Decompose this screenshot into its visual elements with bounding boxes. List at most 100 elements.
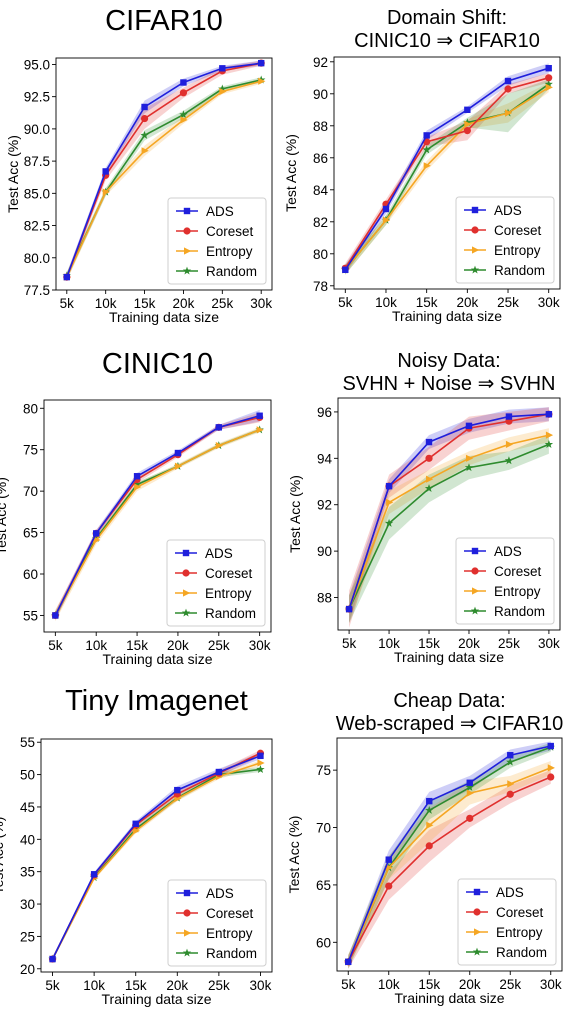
point-coreset-15k [425,454,433,462]
legend-label-random: Random [494,263,545,278]
point-entropy-15k [426,475,434,483]
x-tick-label: 25k [498,636,520,651]
point-entropy-25k [215,441,223,450]
point-ads-20k [464,106,471,113]
point-coreset-20k [179,89,188,97]
legend: ADS Coreset Entropy Random [457,878,557,966]
y-tick-label: 60 [23,567,38,582]
y-tick-label: 82.5 [24,219,50,234]
point-entropy-20k [465,454,474,462]
legend-box [455,196,555,284]
y-tick-label: 70 [23,484,38,499]
x-tick-label: 25k [208,638,230,653]
legend-marker-random [181,608,191,617]
point-entropy-20k [180,116,188,124]
legend-marker-coreset [471,567,479,575]
legend-label-random: Random [494,604,545,619]
legend-label-coreset: Coreset [205,566,253,581]
legend-marker-random [182,948,192,957]
y-tick-label: 50 [20,768,35,783]
point-entropy-15k [141,147,149,155]
point-ads-20k [174,449,182,457]
x-axis-label: Training data size [102,991,212,1007]
x-axis-label: Training data size [392,308,502,324]
legend-label-entropy: Entropy [496,925,543,940]
point-ads-25k [505,413,513,420]
y-tick-label: 65 [23,526,38,541]
point-entropy-20k [464,120,472,128]
y-tick-label: 65 [316,878,331,893]
y-tick-label: 20 [20,962,35,977]
point-entropy-25k [505,440,514,448]
y-axis-label: Test Acc (%) [0,477,9,555]
x-axis-label: Training data size [103,651,213,667]
series-line-entropy [348,434,550,610]
chart-title: Domain Shift: [387,7,507,29]
point-ads-20k [174,786,181,794]
x-tick-label: 20k [173,296,195,311]
point-ads-30k [257,752,264,760]
chart-title: Cheap Data: [393,690,505,712]
x-axis-label: Training data size [109,309,219,325]
point-entropy-15k [423,162,431,170]
legend-marker-ads [183,207,191,215]
point-coreset-30k [545,74,553,82]
legend-label-entropy: Entropy [206,926,253,941]
y-tick-label: 92 [317,498,332,513]
x-tick-label: 5k [48,638,63,653]
point-ads-15k [132,820,139,827]
legend-marker-ads [471,206,479,214]
point-entropy-30k [545,431,554,439]
point-random-30k [544,440,554,448]
x-tick-label: 20k [167,638,189,653]
series-line-coreset [344,77,549,269]
x-tick-label: 5k [60,296,75,311]
point-entropy-10k [386,498,394,506]
x-tick-label: 20k [458,636,480,651]
x-tick-label: 10k [83,978,105,993]
point-entropy-25k [507,780,515,788]
x-tick-label: 10k [85,638,107,653]
y-axis-label: Test Acc (%) [287,475,303,553]
x-tick-label: 5k [338,295,353,310]
x-tick-label: 10k [375,295,397,310]
x-tick-label: 20k [166,978,188,993]
legend-marker-ads [182,549,190,557]
legend-marker-entropy [184,247,192,255]
series-line-entropy [344,86,550,271]
y-tick-label: 86 [313,151,328,166]
y-tick-label: 25 [20,929,35,944]
chart-panel-5: Tiny Imagenet 20 25 30 35 40 45 50 55 5k 10k 15k 20k… [0,685,273,1007]
legend-marker-entropy [474,928,482,936]
legend-label-random: Random [206,946,257,961]
point-ads-30k [256,412,263,419]
chart-subtitle: CINIC10 ⇒ CIFAR10 [354,30,540,52]
plot-frame [40,738,273,973]
point-random-15k [422,145,431,154]
series-line-ads [54,414,260,616]
y-tick-label: 95.0 [24,57,50,72]
legend-marker-random [470,606,480,615]
point-ads-30k [547,742,554,750]
y-tick-label: 88 [317,591,332,606]
point-entropy-15k [132,827,140,835]
legend-marker-entropy [183,589,191,597]
point-coreset-15k [425,842,433,850]
x-tick-label: 30k [538,295,560,310]
point-ads-5k [52,612,59,619]
legend-label-entropy: Entropy [205,586,252,601]
chart-title: Noisy Data: [397,350,500,372]
x-tick-label: 25k [211,296,233,311]
legend-box [455,537,555,625]
point-coreset-15k [140,114,149,123]
point-entropy-30k [545,83,553,91]
plot-area [62,59,266,281]
y-tick-label: 84 [313,183,329,198]
y-tick-label: 78 [313,279,328,294]
chart-title: CIFAR10 [105,5,223,37]
point-ads-30k [545,65,552,72]
series-line-coreset [347,776,552,963]
legend-box [457,878,557,966]
x-tick-label: 30k [540,977,562,992]
y-tick-label: 85.0 [24,186,50,201]
